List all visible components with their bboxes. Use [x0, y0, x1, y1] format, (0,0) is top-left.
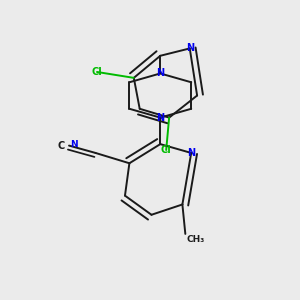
- Text: N: N: [186, 44, 194, 53]
- Text: Cl: Cl: [161, 145, 172, 155]
- Text: N: N: [187, 148, 195, 158]
- Text: Cl: Cl: [92, 67, 102, 77]
- Text: N: N: [156, 112, 164, 123]
- Text: N: N: [156, 68, 164, 78]
- Text: N: N: [70, 140, 78, 148]
- Text: C: C: [57, 141, 64, 151]
- Text: CH₃: CH₃: [187, 235, 205, 244]
